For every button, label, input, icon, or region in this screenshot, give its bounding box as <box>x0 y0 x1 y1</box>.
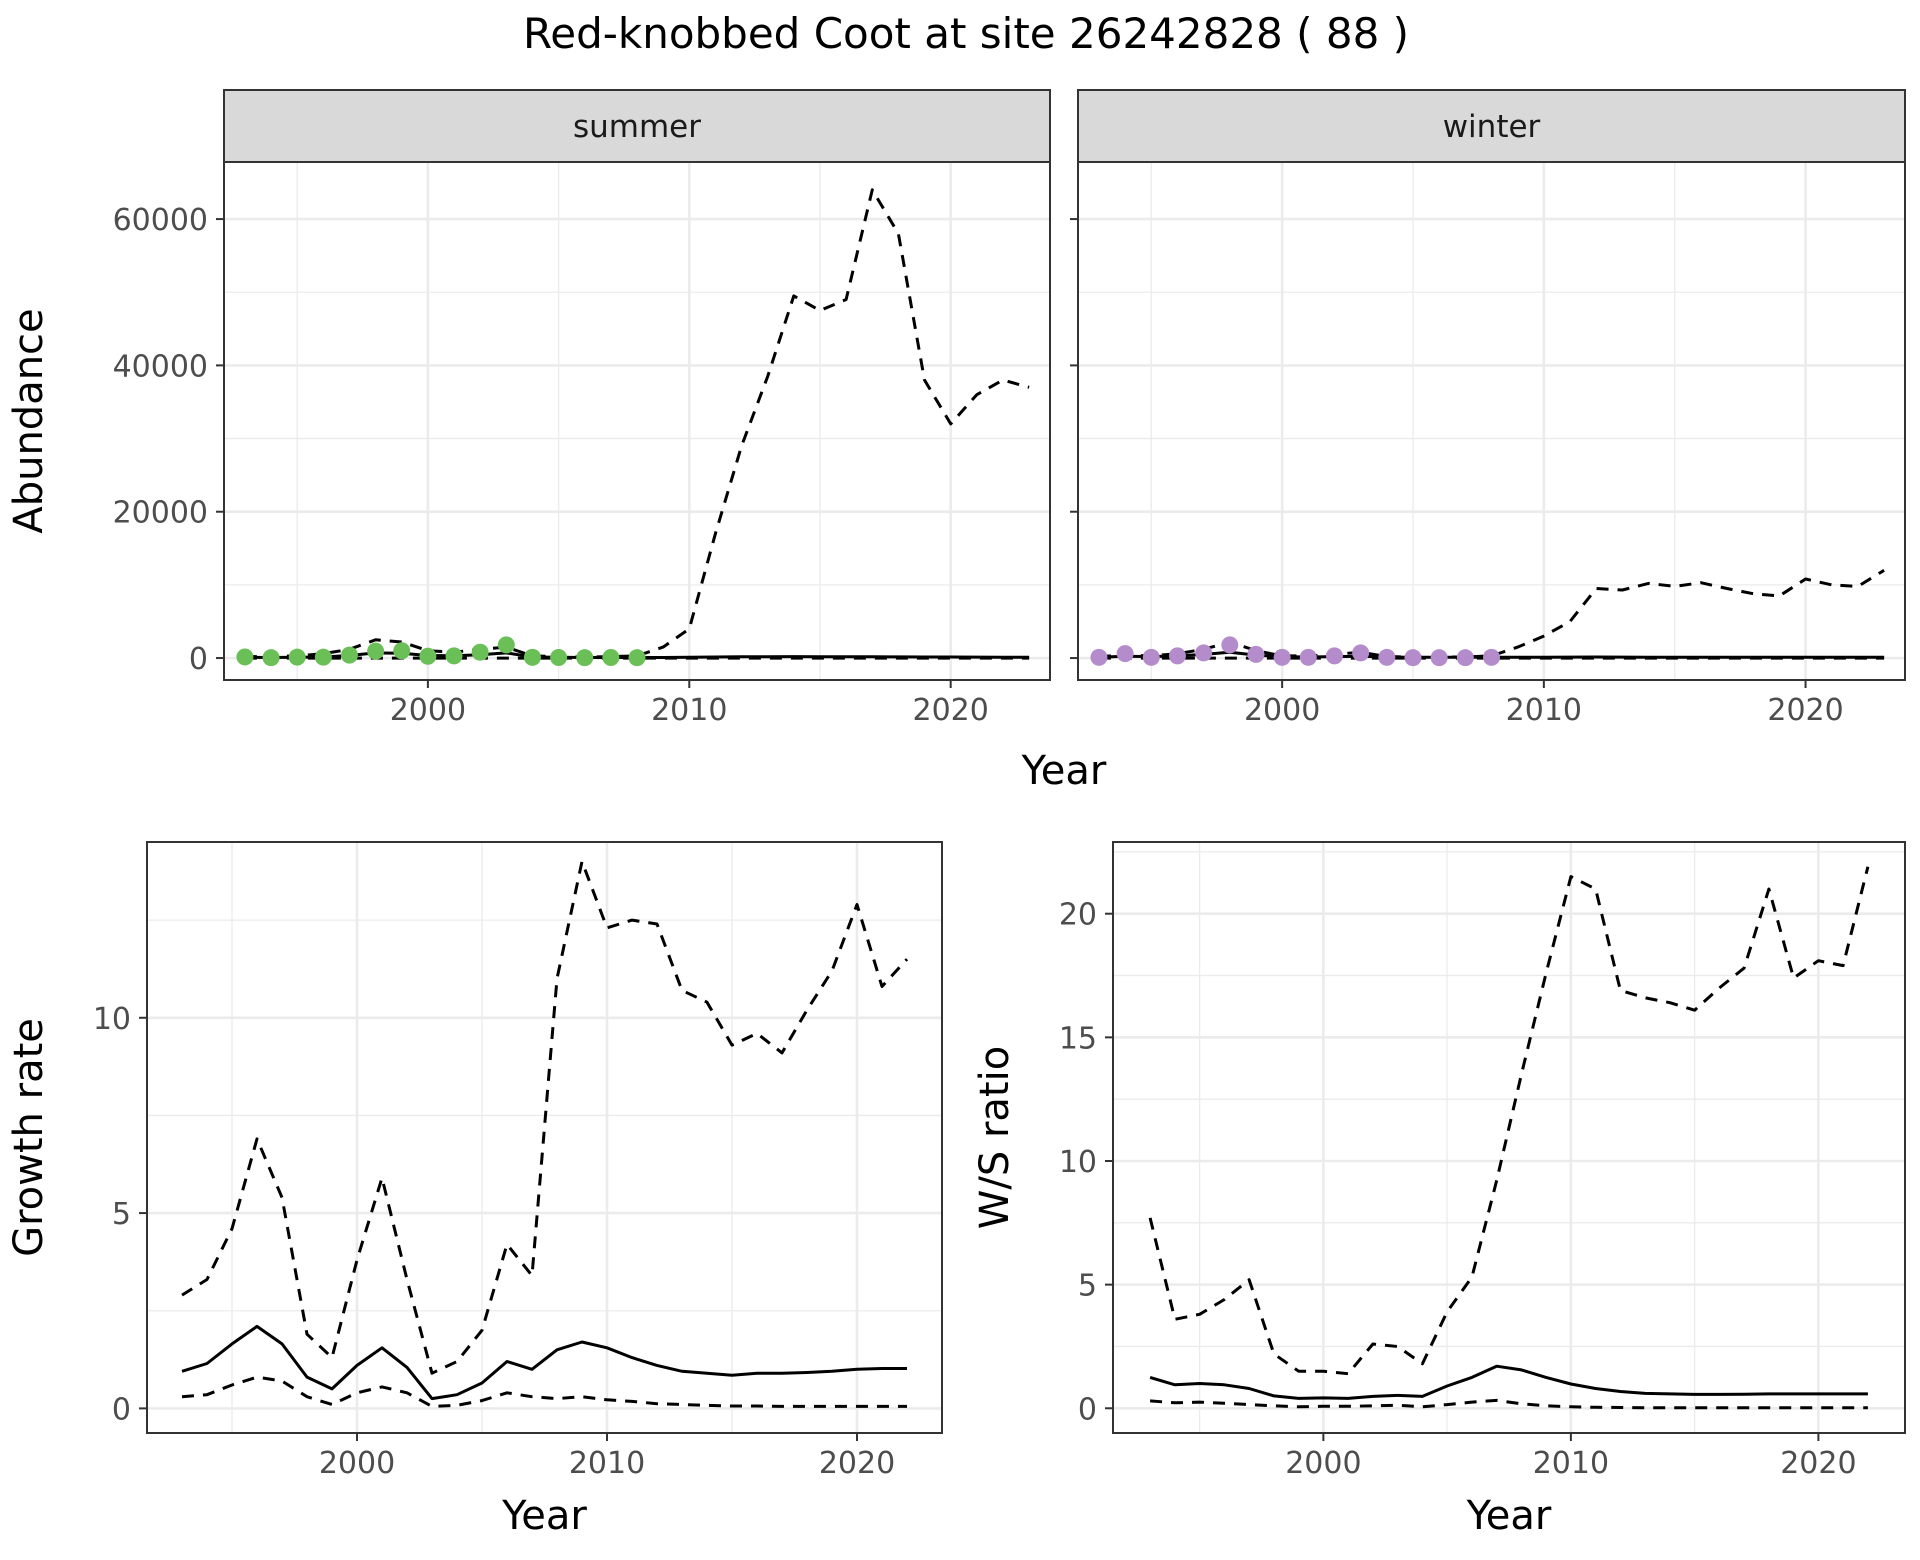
data-point <box>523 648 541 666</box>
data-point <box>497 636 515 654</box>
x-tick-label: 2020 <box>912 693 988 728</box>
panel-summer: summer 2000 2010 2020 0 20000 40000 60000 Abunda… <box>6 89 1051 728</box>
data-point <box>602 648 620 666</box>
y-tick-label: 15 <box>1059 1021 1097 1056</box>
panel-background <box>224 162 1050 680</box>
data-point <box>1116 645 1134 663</box>
data-point <box>1273 648 1291 666</box>
x-tick-label: 2000 <box>1244 693 1320 728</box>
data-point <box>1221 636 1239 654</box>
data-point <box>1168 647 1186 665</box>
data-point <box>1090 648 1108 666</box>
y-axis-title: W/S ratio <box>972 1046 1018 1229</box>
x-axis-title: Year <box>1466 1493 1552 1539</box>
x-tick-label: 2000 <box>1285 1446 1361 1481</box>
facet-strip <box>223 89 1051 163</box>
panel-growth-rate: 2000 2010 2020 0 5 10 Year Growth rate <box>6 841 943 1539</box>
series-line-dashed-1 <box>1148 866 1870 1376</box>
series-line-solid-0 <box>1149 1364 1868 1400</box>
data-point <box>471 643 489 661</box>
data-point <box>340 646 358 664</box>
data-point <box>314 648 332 666</box>
panel-border <box>1112 841 1906 1434</box>
data-point <box>1404 649 1422 667</box>
data-point <box>1378 648 1396 666</box>
panel-background <box>1113 842 1905 1433</box>
data-point <box>1456 649 1474 667</box>
y-tick-label: 40000 <box>113 349 208 384</box>
y-tick-label: 60000 <box>113 203 208 238</box>
data-point <box>1142 648 1160 666</box>
data-point <box>1299 648 1317 666</box>
series-line-dashed-2 <box>181 1375 907 1408</box>
y-tick-label: 20 <box>1059 898 1097 933</box>
x-tick-label: 2010 <box>1533 1446 1609 1481</box>
data-point <box>419 647 437 665</box>
panel-winter: winter 2000 2010 2020 <box>1070 89 1906 728</box>
facet-strip <box>1077 89 1906 163</box>
data-point <box>367 642 385 660</box>
y-axis-title: Growth rate <box>6 1018 52 1257</box>
x-tick-label: 2010 <box>569 1446 645 1481</box>
y-tick-label: 0 <box>189 642 208 677</box>
data-point <box>1325 647 1343 665</box>
x-tick-label: 2000 <box>319 1446 395 1481</box>
data-point <box>1195 644 1213 662</box>
facet-x-axis-title: Year <box>1021 748 1107 794</box>
figure-title: Red-knobbed Coot at site 26242828 ( 88 ) <box>523 9 1409 58</box>
x-tick-label: 2000 <box>390 693 466 728</box>
y-axis-title: Abundance <box>6 308 52 533</box>
y-tick-label: 5 <box>112 1197 131 1232</box>
y-tick-label: 5 <box>1078 1269 1097 1304</box>
data-point <box>1430 649 1448 667</box>
x-axis-title: Year <box>501 1493 587 1539</box>
x-tick-label: 2020 <box>819 1446 895 1481</box>
data-point <box>628 649 646 667</box>
x-tick-label: 2010 <box>1506 693 1582 728</box>
series-line-solid-0 <box>181 1324 907 1401</box>
x-tick-label: 2020 <box>1767 693 1843 728</box>
data-point <box>1247 645 1265 663</box>
data-point <box>1352 644 1370 662</box>
panel-ws-ratio: 2000 2010 2020 0 5 10 15 20 Year W/S ratio <box>972 841 1906 1539</box>
data-point <box>288 648 306 666</box>
y-tick-label: 0 <box>112 1392 131 1427</box>
data-point <box>262 649 280 667</box>
y-tick-label: 10 <box>93 1002 131 1037</box>
y-tick-label: 10 <box>1059 1145 1097 1180</box>
facet-label: summer <box>573 109 701 145</box>
facet-label: winter <box>1443 109 1541 145</box>
series-line-dashed-1 <box>244 188 1030 659</box>
data-point <box>550 648 568 666</box>
panel-background <box>1078 162 1905 680</box>
y-tick-label: 20000 <box>113 496 208 531</box>
series-line-dashed-1 <box>181 860 909 1375</box>
data-point <box>236 648 254 666</box>
data-point <box>393 642 411 660</box>
y-tick-label: 0 <box>1078 1392 1097 1427</box>
data-point <box>445 647 463 665</box>
x-tick-label: 2020 <box>1780 1446 1856 1481</box>
series-line-dashed-2 <box>1149 1398 1868 1410</box>
x-tick-label: 2010 <box>651 693 727 728</box>
panel-border <box>146 841 943 1434</box>
data-point <box>1483 648 1500 666</box>
data-point <box>576 649 594 667</box>
